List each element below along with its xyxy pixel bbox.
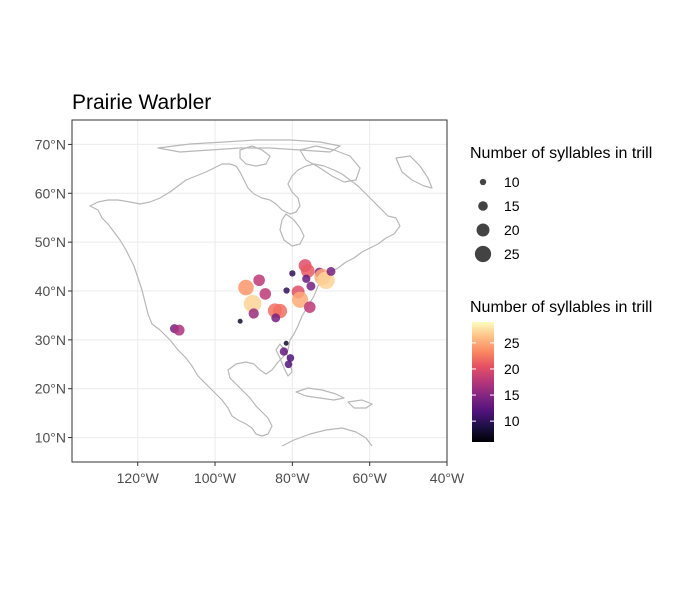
data-point [259, 288, 272, 300]
data-point [253, 274, 265, 287]
x-tick-label: 80°W [275, 470, 310, 486]
data-point [303, 301, 316, 313]
color-legend: Number of syllables in trill 25 20 15 10 [470, 299, 652, 442]
size-legend-key [474, 245, 492, 263]
color-legend-label: 25 [504, 335, 520, 351]
x-tick-label: 60°W [352, 470, 387, 486]
data-points [169, 259, 336, 369]
baffin-island-coastline [299, 145, 361, 183]
size-legend: Number of syllables in trill 10 15 20 25 [470, 145, 652, 263]
color-bar [472, 322, 494, 442]
caribbean-islands-coastline [347, 399, 373, 409]
color-legend-label: 10 [504, 413, 520, 429]
size-legend-label: 20 [504, 222, 520, 238]
data-point [306, 281, 316, 291]
x-tick-label: 40°W [430, 470, 465, 486]
size-legend-key [478, 201, 488, 211]
chart-title: Prairie Warbler [72, 91, 211, 114]
data-point [301, 264, 315, 278]
data-point [284, 360, 293, 369]
size-legend-label: 15 [504, 198, 520, 214]
cuba-coastline [295, 387, 345, 401]
data-point [279, 347, 289, 356]
map-panel [71, 119, 448, 463]
data-point [283, 340, 289, 346]
data-point [237, 318, 243, 324]
y-tick-label: 20°N [35, 381, 66, 397]
size-legend-title: Number of syllables in trill [470, 145, 652, 162]
greenland-coastline [395, 155, 433, 189]
y-tick-label: 10°N [35, 430, 66, 446]
ellesmere-coastline [157, 139, 341, 153]
data-point [248, 308, 259, 319]
south-america-coastline [281, 427, 373, 447]
y-tick-label: 70°N [35, 136, 66, 152]
x-tick-label: 100°W [194, 470, 237, 486]
hudson-bay-coastline [279, 213, 305, 247]
data-point [243, 294, 262, 313]
data-point [326, 266, 336, 276]
y-axis: 10°N 20°N 30°N 40°N 50°N 60°N 70°N [35, 136, 72, 446]
y-tick-label: 50°N [35, 234, 66, 250]
color-legend-title: Number of syllables in trill [470, 299, 652, 316]
color-legend-label: 15 [504, 387, 520, 403]
x-axis: 120°W 100°W 80°W 60°W 40°W [117, 462, 465, 486]
data-point [289, 270, 296, 277]
y-tick-label: 40°N [35, 283, 66, 299]
size-legend-label: 10 [504, 174, 520, 190]
size-legend-key [476, 223, 490, 237]
data-point [283, 287, 290, 294]
florida-coastline [275, 343, 293, 377]
x-tick-label: 120°W [117, 470, 160, 486]
data-point [302, 274, 311, 283]
data-point [238, 279, 254, 296]
color-legend-label: 20 [504, 361, 520, 377]
y-tick-label: 60°N [35, 185, 66, 201]
data-point [291, 291, 309, 308]
data-point [173, 324, 185, 336]
size-legend-label: 25 [504, 246, 520, 262]
data-point [271, 313, 281, 323]
y-tick-label: 30°N [35, 332, 66, 348]
size-legend-key [479, 178, 487, 186]
arctic-islands-coastline [239, 145, 271, 167]
data-point [286, 354, 295, 362]
